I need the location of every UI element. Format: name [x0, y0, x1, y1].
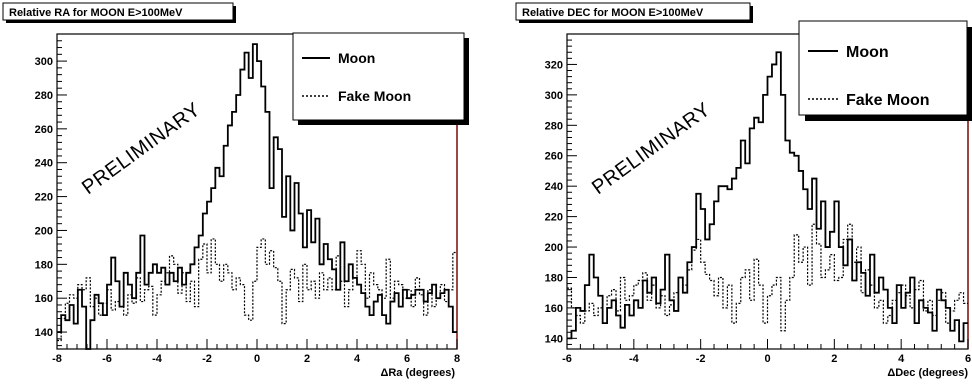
chart-title: Relative RA for MOON E>100MeV [9, 7, 183, 19]
y-tick-label: 300 [35, 56, 53, 68]
y-tick-label: 280 [35, 90, 53, 102]
legend-label-fake-moon: Fake Moon [846, 92, 930, 109]
chart-title-box: Relative RA for MOON E>100MeV [2, 2, 236, 23]
y-tick-label: 140 [35, 327, 53, 339]
series-layer [57, 43, 457, 350]
y-tick-label: 200 [545, 242, 563, 254]
y-tick-label: 240 [545, 181, 563, 193]
x-tick-label: 2 [831, 353, 837, 365]
legend-label-fake-moon: Fake Moon [338, 88, 411, 104]
y-tick-label: 240 [35, 158, 53, 170]
y-tick-label: 220 [545, 212, 563, 224]
x-tick-label: -6 [562, 353, 572, 365]
y-tick-label: 220 [35, 192, 53, 204]
legend-box [798, 20, 968, 116]
x-tick-label: 6 [965, 353, 971, 365]
x-tick-label: -6 [102, 353, 112, 365]
x-tick-label: 4 [354, 353, 361, 365]
legend: Moon Fake Moon [292, 32, 469, 125]
y-tick-label: 180 [35, 259, 53, 271]
x-tick-label: 8 [454, 353, 460, 365]
legend-label-moon: Moon [338, 50, 375, 66]
series-layer [567, 51, 968, 343]
y-tick-label: 160 [35, 293, 53, 305]
preliminary-watermark: PRELIMINARY [588, 99, 715, 200]
y-tick-label: 160 [545, 303, 563, 315]
axis-ticks [56, 33, 458, 349]
chart-title-shadow-bottom [6, 20, 236, 23]
legend-label-moon: Moon [846, 44, 889, 61]
x-tick-label: 0 [254, 353, 260, 365]
x-tick-label: -2 [202, 353, 212, 365]
y-tick-label: 320 [545, 59, 563, 71]
series-line-fake-moon [57, 238, 457, 342]
y-tick-label: 180 [545, 272, 563, 284]
x-tick-label: 4 [898, 353, 905, 365]
y-tick-label: 140 [545, 333, 563, 345]
x-tick-label: -8 [52, 353, 62, 365]
chart-title-shadow-right [233, 6, 236, 23]
x-axis-label: ΔDec (degrees) [887, 367, 968, 379]
dec-panel: Relative DEC for MOON E>100MeV -6 -4 -2 0 2 4… [515, 2, 972, 379]
axis-ticks [566, 33, 969, 349]
tick-labels: -6 -4 -2 0 2 4 6 140 160 180 200 220 240 260 280 300 320 [545, 59, 971, 365]
legend: Moon Fake Moon [798, 20, 972, 121]
legend-box [292, 32, 465, 121]
x-axis-label: ΔRa (degrees) [380, 367, 455, 379]
chart-title: Relative DEC for MOON E>100MeV [522, 7, 704, 19]
y-tick-label: 280 [545, 120, 563, 132]
x-tick-label: -4 [152, 353, 163, 365]
y-tick-label: 260 [545, 151, 563, 163]
y-tick-label: 200 [35, 225, 53, 237]
tick-labels: -8 -6 -4 -2 0 2 4 6 8 140 160 180 200 220 240 260 280 300 [35, 56, 460, 365]
y-tick-label: 260 [35, 124, 53, 136]
x-tick-label: -2 [696, 353, 706, 365]
chart-title-box: Relative DEC for MOON E>100MeV [515, 2, 753, 23]
x-tick-label: 2 [304, 353, 310, 365]
x-tick-label: 6 [404, 353, 410, 365]
series-line-moon [567, 51, 968, 343]
x-tick-label: 0 [764, 353, 770, 365]
preliminary-watermark: PRELIMINARY [78, 99, 205, 200]
series-line-moon [57, 43, 457, 350]
y-tick-label: 300 [545, 90, 563, 102]
ra-panel: Relative RA for MOON E>100MeV -8 -6 -4 -2 0 2… [2, 2, 469, 379]
chart-title-shadow-right [750, 6, 753, 23]
chart-title-shadow-bottom [519, 20, 753, 23]
series-line-fake-moon [567, 223, 968, 332]
x-tick-label: -4 [629, 353, 640, 365]
